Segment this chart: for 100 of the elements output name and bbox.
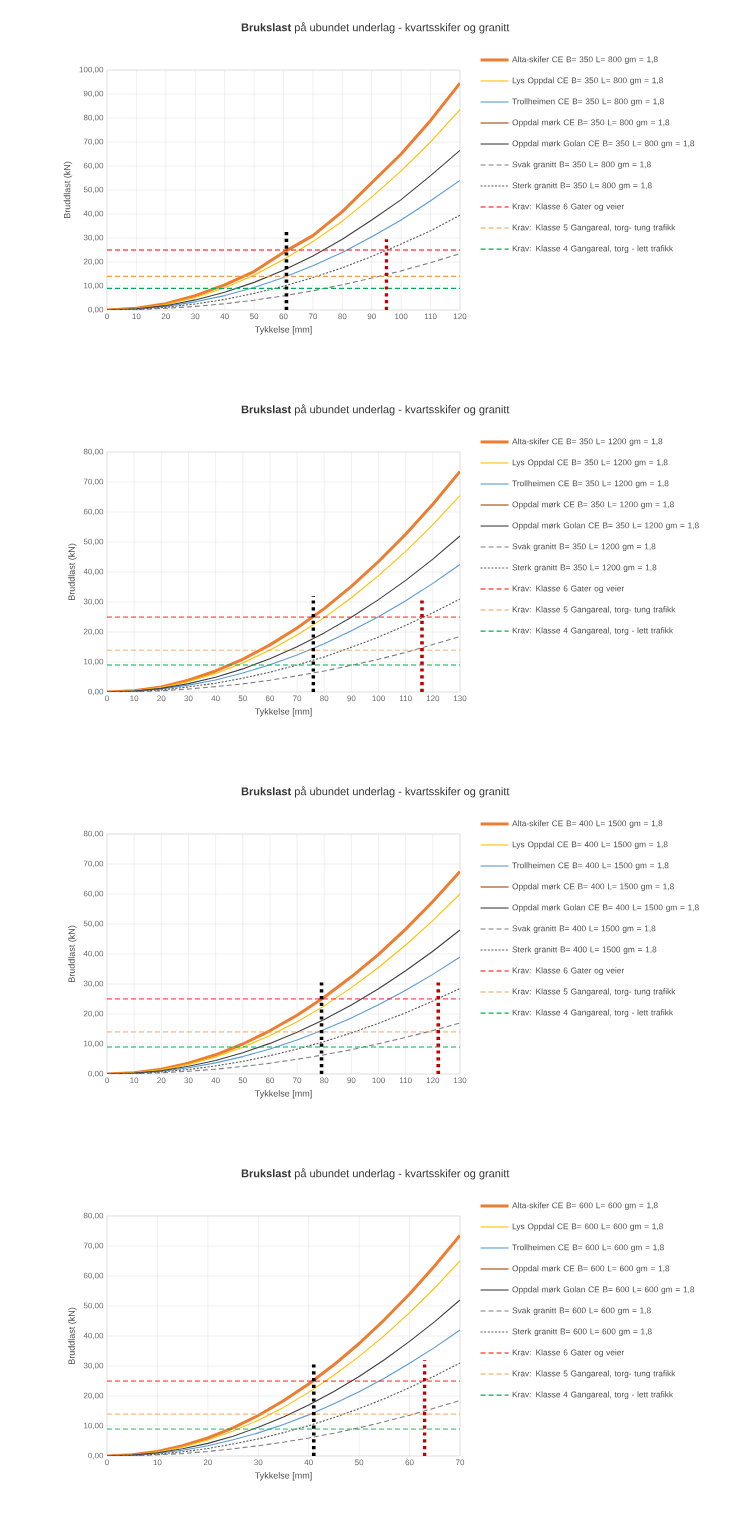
legend-label: Svak granitt B= 350 L= 800 gm = 1,8	[512, 161, 651, 170]
legend-label: Krav: Klasse 4 Gangareal, torg - lett trafikk	[512, 627, 674, 636]
x-axis-title: Tykkelse [mm]	[254, 1090, 312, 1099]
legend-label: Lys Oppdal CE B= 400 L= 1500 gm = 1,8	[512, 841, 668, 849]
x-tick-label: 0	[105, 1077, 109, 1084]
x-tick-label: 50	[249, 313, 259, 320]
y-tick-label: 20,00	[83, 258, 104, 266]
x-tick-label: 110	[399, 695, 412, 702]
x-tick-label: 10	[130, 695, 139, 702]
legend-label: Lys Oppdal CE B= 350 L= 800 gm = 1,8	[512, 77, 663, 85]
legend-label: Sterk granitt B= 600 L= 600 gm = 1,8	[512, 1328, 652, 1337]
legend-label: Oppdal mørk CE B= 400 L= 1500 gm = 1,8	[512, 883, 674, 891]
line-series	[107, 253, 460, 310]
y-axis-title: Bruddlast (kN)	[63, 161, 73, 219]
y-tick-label: 20,00	[83, 1010, 104, 1018]
x-tick-label: 20	[161, 313, 170, 320]
y-tick-label: 0,00	[88, 306, 104, 314]
x-tick-label: 100	[395, 313, 408, 320]
line-series	[107, 1399, 460, 1456]
legend-label: Alta-skifer CE B= 350 L= 800 gm = 1,8	[512, 56, 658, 64]
y-axis-title: Bruddlast (kN)	[68, 1307, 77, 1365]
x-tick-label: 90	[347, 1077, 356, 1084]
x-axis-title: Tykkelse [mm]	[254, 708, 312, 717]
x-tick-label: 80	[338, 313, 347, 320]
y-tick-label: 50,00	[83, 186, 104, 194]
x-tick-label: 60	[279, 313, 288, 320]
x-tick-label: 110	[399, 1077, 412, 1084]
y-tick-label: 40,00	[83, 1332, 104, 1340]
y-tick-label: 40,00	[83, 568, 104, 576]
line-series	[107, 214, 460, 310]
x-tick-label: 40	[211, 1077, 220, 1084]
x-tick-label: 30	[254, 1459, 263, 1466]
x-tick-label: 50	[238, 695, 247, 702]
legend-label: Trollheimen CE B= 350 L= 1200 gm = 1,8	[512, 480, 669, 488]
legend-label: Krav: Klasse 5 Gangareal, torg- tung trafikk	[512, 1370, 676, 1379]
x-tick-label: 90	[347, 695, 356, 702]
x-tick-label: 100	[372, 695, 385, 702]
legend-label: Lys Oppdal CE B= 600 L= 600 gm = 1,8	[512, 1223, 663, 1231]
y-tick-label: 10,00	[84, 282, 104, 290]
legend-label: Sterk granitt B= 400 L= 1500 gm = 1,8	[512, 946, 657, 955]
legend-label: Krav: Klasse 6 Gater og veier	[512, 967, 625, 976]
legend-label: Oppdal mørk Golan CE B= 400 L= 1500 gm = 1,8	[512, 904, 699, 912]
chart-title: Brukslast på ubundet underlag - kvartsskifer og granitt	[241, 1168, 510, 1180]
x-tick-label: 0	[105, 695, 109, 702]
legend-label: Krav: Klasse 4 Gangareal, torg - lett trafikk	[512, 1391, 674, 1400]
legend-label: Krav: Klasse 5 Gangareal, torg- tung trafikk	[512, 224, 676, 233]
y-tick-label: 30,00	[83, 980, 104, 988]
y-tick-label: 80,00	[83, 448, 104, 456]
x-tick-label: 100	[372, 1077, 385, 1084]
x-tick-label: 120	[453, 313, 467, 320]
x-tick-label: 120	[426, 1077, 440, 1084]
legend-label: Lys Oppdal CE B= 350 L= 1200 gm = 1,8	[512, 459, 668, 467]
y-tick-label: 80,00	[83, 830, 104, 838]
x-tick-label: 10	[153, 1459, 162, 1466]
legend-label: Oppdal mørk CE B= 350 L= 800 gm = 1,8	[512, 119, 670, 127]
y-tick-label: 60,00	[83, 890, 104, 898]
x-tick-label: 60	[265, 1077, 275, 1084]
y-tick-label: 60,00	[83, 162, 104, 170]
y-tick-label: 70,00	[83, 478, 104, 486]
legend-label: Trollheimen CE B= 600 L= 600 gm = 1,8	[512, 1244, 664, 1252]
x-tick-label: 10	[132, 313, 141, 320]
legend-label: Svak granitt B= 350 L= 1200 gm = 1,8	[512, 543, 656, 552]
legend-label: Trollheimen CE B= 400 L= 1500 gm = 1,8	[512, 862, 669, 870]
line-series	[107, 598, 460, 692]
x-tick-label: 70	[308, 313, 318, 320]
x-tick-label: 70	[293, 695, 302, 702]
line-series	[107, 1362, 460, 1456]
y-tick-label: 40,00	[83, 950, 104, 958]
chart-title: Brukslast på ubundet underlag - kvartsskifer og granitt	[241, 786, 510, 798]
y-tick-label: 0,00	[88, 1452, 104, 1460]
legend-label: Oppdal mørk Golan CE B= 350 L= 1200 gm = 1,8	[512, 522, 699, 530]
x-tick-label: 60	[265, 695, 275, 702]
x-tick-label: 80	[320, 695, 329, 702]
y-axis-title: Bruddlast (kN)	[68, 925, 77, 983]
y-tick-label: 30,00	[83, 234, 104, 242]
x-tick-label: 50	[355, 1459, 364, 1466]
y-tick-label: 10,00	[84, 658, 104, 666]
y-tick-label: 20,00	[83, 1392, 104, 1400]
y-tick-label: 0,00	[88, 688, 104, 696]
legend-label: Oppdal mørk Golan CE B= 350 L= 800 gm = 1,8	[512, 140, 695, 148]
legend-label: Alta-skifer CE B= 600 L= 600 gm = 1,8	[512, 1202, 658, 1210]
x-tick-label: 60	[405, 1459, 414, 1466]
y-tick-label: 30,00	[83, 598, 104, 606]
y-tick-label: 10,00	[84, 1422, 104, 1430]
legend-label: Oppdal mørk CE B= 600 L= 600 gm = 1,8	[512, 1265, 670, 1273]
x-tick-label: 70	[455, 1459, 465, 1466]
chart-title: Brukslast på ubundet underlag - kvartsskifer og granitt	[241, 404, 510, 416]
legend-label: Oppdal mørk CE B= 350 L= 1200 gm = 1,8	[512, 501, 674, 509]
y-tick-label: 40,00	[83, 210, 104, 218]
legend-label: Krav: Klasse 6 Gater og veier	[512, 203, 625, 212]
legend-label: Krav: Klasse 4 Gangareal, torg - lett trafikk	[512, 1009, 674, 1018]
y-tick-label: 10,00	[84, 1040, 104, 1048]
x-tick-label: 30	[191, 313, 200, 320]
y-tick-label: 70,00	[83, 860, 104, 868]
legend-label: Krav: Klasse 5 Gangareal, torg- tung trafikk	[512, 988, 676, 997]
x-tick-label: 10	[130, 1077, 139, 1084]
x-tick-label: 0	[105, 1459, 109, 1466]
legend-label: Svak granitt B= 400 L= 1500 gm = 1,8	[512, 925, 656, 934]
y-tick-label: 80,00	[83, 114, 104, 122]
y-tick-label: 50,00	[83, 1302, 104, 1310]
